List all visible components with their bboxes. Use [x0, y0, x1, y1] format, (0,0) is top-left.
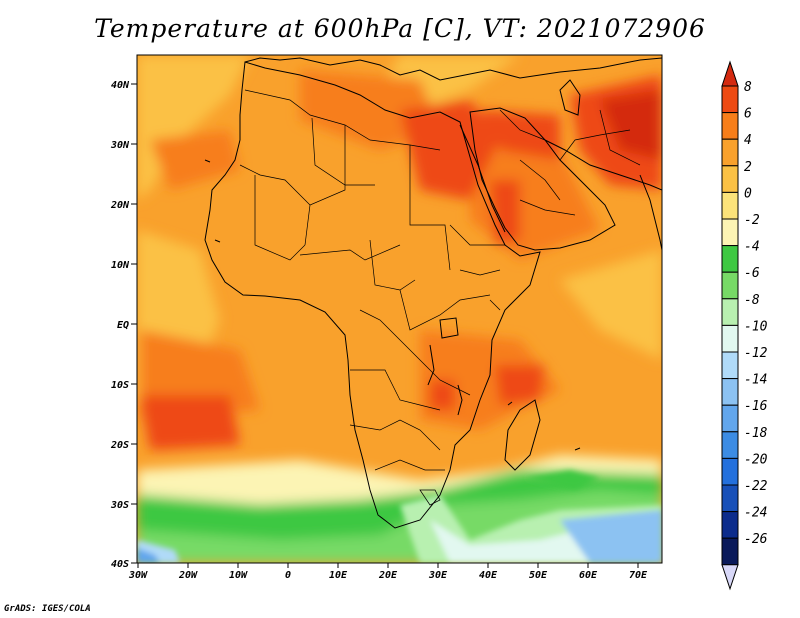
lon-tick-label: 10W: [229, 570, 248, 581]
lon-tick-label: 10E: [329, 570, 348, 581]
lat-tick-label: 20N: [110, 200, 130, 211]
colorbar-swatch: [721, 245, 739, 273]
colorbar-swatch: [721, 218, 739, 247]
colorbar-label: 6: [744, 107, 752, 122]
lon-tick-label: 0: [285, 570, 291, 581]
colorbar-label: -10: [744, 319, 768, 334]
colorbar-swatch: [721, 191, 739, 220]
colorbar-top-arrow: [721, 60, 739, 87]
colorbar-swatch: [721, 457, 739, 486]
colorbar-label: -26: [744, 532, 768, 547]
country-borders: [239, 89, 641, 506]
colorbar-swatch: [721, 404, 739, 433]
lon-tick-label: 60E: [579, 570, 598, 581]
colorbar-swatch: [721, 324, 739, 353]
lat-tick-label: 30S: [110, 500, 129, 511]
colorbar-label: -24: [744, 506, 767, 521]
colorbar-label: -2: [744, 213, 760, 228]
lon-tick-label: 40E: [479, 570, 498, 581]
coastlines: [204, 57, 662, 529]
colorbar-swatch: [721, 511, 739, 539]
credit-text: GrADS: IGES/COLA: [4, 604, 91, 614]
longitude-axis: 30W 20W 10W 0 10E 20E 30E 40E 50E 60E 70E: [128, 563, 648, 581]
temperature-field: [137, 55, 662, 563]
colorbar-label: -8: [744, 293, 760, 308]
latitude-axis: 40N 30N 20N 10N EQ 10S 20S 30S 40S: [110, 80, 137, 570]
colorbar-swatch: [721, 138, 739, 167]
lat-tick-label: 10N: [111, 260, 130, 271]
lat-tick-label: EQ: [117, 320, 129, 331]
colorbar-swatch: [721, 165, 739, 193]
lat-tick-label: 10S: [111, 380, 129, 391]
colorbar-label: -20: [744, 452, 768, 467]
colorbar: 8 6 4 2 0 -2 -4 -6 -8 -10 -12 -14 -16 -18 -20 -22 -24 -26: [721, 60, 768, 591]
colorbar-bottom-arrow: [721, 564, 739, 591]
colorbar-label: -22: [744, 479, 768, 494]
lon-tick-label: 20E: [378, 570, 398, 581]
map-title: Temperature at 600hPa [C], VT: 202107290…: [94, 14, 706, 43]
colorbar-label: 2: [744, 160, 752, 175]
lat-tick-label: 30N: [110, 140, 130, 151]
lat-tick-label: 40S: [111, 559, 129, 570]
colorbar-swatch: [721, 484, 739, 513]
colorbar-swatch: [721, 537, 739, 566]
lon-tick-label: 30W: [128, 570, 148, 581]
lon-tick-label: 30E: [428, 570, 448, 581]
lon-tick-label: 20W: [178, 570, 198, 581]
colorbar-swatch: [721, 112, 739, 140]
colorbar-label: -6: [744, 266, 760, 281]
colorbar-swatch: [721, 298, 739, 326]
colorbar-label: -4: [744, 240, 760, 255]
colorbar-swatch: [721, 85, 739, 114]
colorbar-swatch: [721, 431, 739, 459]
colorbar-swatch: [721, 271, 739, 300]
colorbar-label: 4: [744, 133, 752, 148]
colorbar-swatch: [721, 378, 739, 406]
colorbar-label: -16: [744, 399, 768, 414]
lon-tick-label: 50E: [529, 570, 548, 581]
colorbar-label: -18: [744, 426, 768, 441]
plot-frame: [136, 54, 663, 564]
colorbar-label: 8: [744, 80, 752, 95]
lat-tick-label: 20S: [110, 440, 129, 451]
colorbar-label: -14: [744, 373, 767, 388]
colorbar-label: 0: [744, 186, 752, 201]
colorbar-label: -12: [744, 346, 768, 361]
lat-tick-label: 40N: [111, 80, 130, 91]
colorbar-swatch: [721, 351, 739, 380]
lon-tick-label: 70E: [629, 570, 648, 581]
